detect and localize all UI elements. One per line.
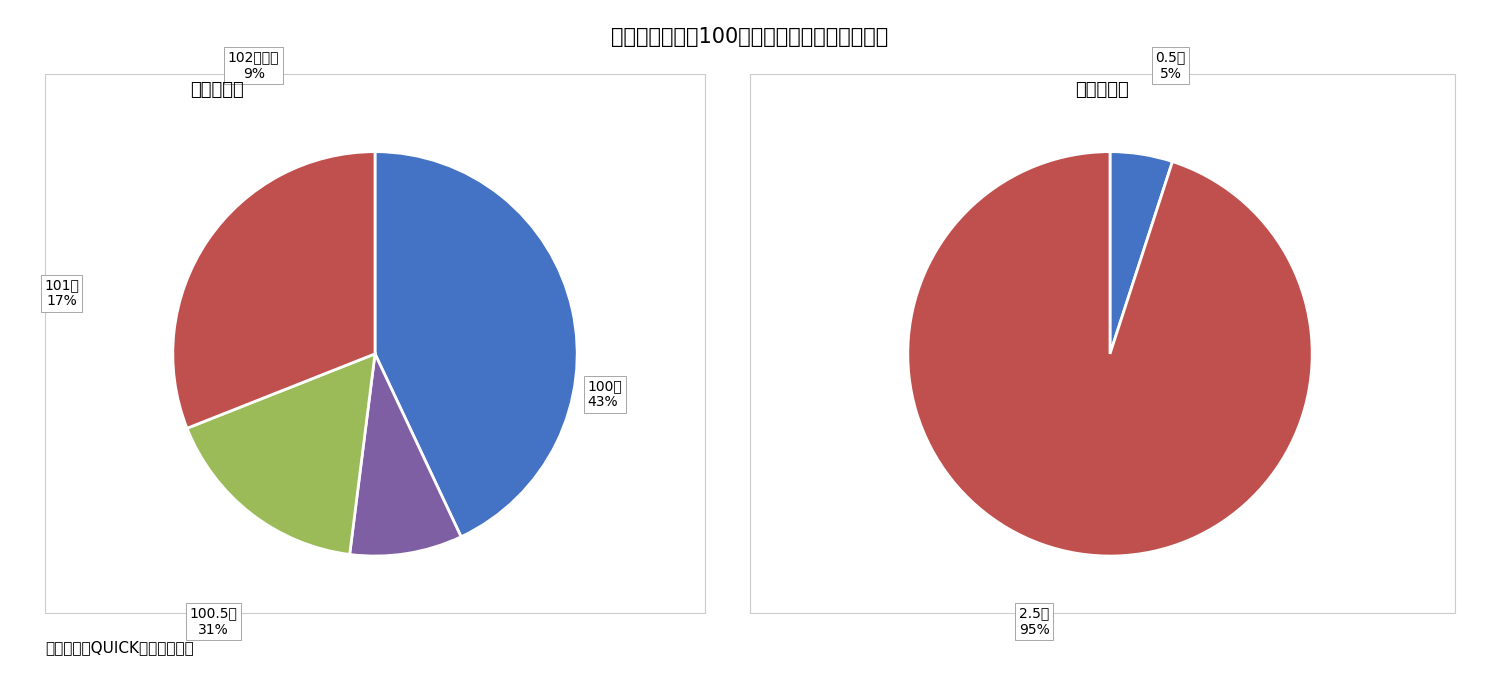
Wedge shape [350,354,460,556]
Text: 2.5円
95%: 2.5円 95% [1019,607,1050,637]
Text: 100.5円
31%: 100.5円 31% [189,607,237,637]
Text: ＜払込額＞: ＜払込額＞ [190,81,244,99]
Text: 》図表５》額面100円あたりの払込額と手数料: 》図表５》額面100円あたりの払込額と手数料 [612,27,888,47]
Wedge shape [172,152,375,428]
Wedge shape [375,152,578,537]
Wedge shape [908,152,1312,556]
Wedge shape [188,354,375,555]
Text: 0.5円
5%: 0.5円 5% [1155,51,1186,81]
Text: （資料）　QUICKより筆者作成: （資料） QUICKより筆者作成 [45,640,194,655]
Text: 101円
17%: 101円 17% [44,278,80,308]
Text: 102円以上
9%: 102円以上 9% [228,51,279,81]
Wedge shape [1110,152,1173,354]
Text: 100円
43%: 100円 43% [588,379,622,409]
Text: ＜手数料＞: ＜手数料＞ [1076,81,1130,99]
